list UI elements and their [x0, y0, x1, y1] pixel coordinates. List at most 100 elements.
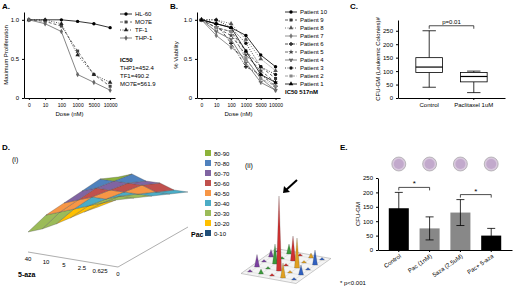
tick-label: Paclitaxel 1uM	[454, 102, 493, 108]
point	[215, 26, 218, 29]
tick-label: 100	[58, 102, 67, 108]
point	[200, 18, 203, 21]
spike	[270, 274, 275, 277]
spike	[266, 267, 271, 270]
point	[214, 30, 218, 34]
legend-marker	[289, 66, 292, 69]
panel: E.050100150200250ControlPac (1nM)5aza (2…	[340, 143, 513, 286]
point	[215, 26, 218, 29]
tick-label: 2.5	[78, 265, 87, 271]
point	[244, 37, 249, 41]
legend-label: Patient 10	[300, 9, 328, 15]
legend-item: Patient 3	[285, 65, 324, 71]
spike	[255, 255, 260, 268]
tick-label: 100	[383, 69, 394, 75]
tick: 150	[383, 55, 398, 61]
arrow	[286, 180, 297, 190]
tick-mark	[376, 236, 378, 237]
panel-label: E.	[340, 143, 348, 152]
error-cap	[487, 228, 495, 229]
spike	[287, 244, 292, 254]
x-axis-title: Dose (nM)	[224, 111, 252, 117]
axis-line	[378, 179, 379, 251]
tick-mark	[276, 98, 277, 100]
legend-item: HL-60	[120, 11, 152, 17]
tick-label: 200	[383, 42, 394, 48]
point	[75, 52, 80, 56]
point	[215, 22, 218, 25]
tick-mark	[396, 85, 398, 86]
point	[274, 65, 277, 68]
annotation: * p<0.001	[340, 280, 367, 286]
tick: 5000	[89, 98, 100, 108]
tick-label: 5000	[256, 102, 267, 108]
tick-mark	[78, 98, 79, 100]
error-cap	[456, 225, 464, 226]
whisker-cap	[423, 87, 436, 88]
tick-mark	[216, 98, 217, 100]
box	[416, 58, 443, 73]
arrow-head	[283, 186, 290, 193]
tick: 1.0	[11, 17, 24, 23]
error-cap	[395, 192, 403, 193]
surface	[28, 174, 188, 232]
legend-label: 20-30	[214, 211, 230, 217]
legend-swatch	[205, 210, 211, 216]
point	[108, 80, 113, 84]
y-axis-title: CFU-GM	[355, 202, 361, 226]
legend-line	[120, 22, 132, 23]
tick-label: 0	[370, 247, 374, 253]
whisker-cap	[467, 71, 480, 72]
tick-label: 0	[116, 271, 120, 277]
legend-label: Patient 2	[300, 73, 324, 79]
panel-label: B.	[170, 2, 178, 11]
legend-item: 10-20	[205, 220, 230, 227]
legend-label: 40-50	[214, 191, 230, 197]
surface-cell	[64, 188, 96, 203]
tick-mark	[396, 71, 398, 72]
tick-label: 0	[16, 95, 20, 101]
tick-mark	[231, 98, 232, 100]
dish	[453, 157, 467, 171]
tick-label: 0	[201, 102, 204, 108]
tick-mark	[376, 250, 378, 251]
series-line	[201, 20, 275, 86]
tick: 10000	[269, 98, 283, 108]
tick-label: 0.5	[184, 56, 193, 62]
spike	[320, 258, 325, 261]
point	[229, 38, 233, 42]
point	[109, 85, 112, 88]
spike	[309, 253, 314, 258]
tick-mark	[94, 98, 95, 100]
tick-label: 1000	[73, 102, 84, 108]
y-axis: 050100150200250	[383, 21, 399, 102]
panel-label: C.	[350, 2, 358, 11]
tick-mark	[22, 98, 24, 99]
plot-area	[27, 17, 113, 93]
axis-line	[25, 98, 116, 99]
dish-inner	[425, 159, 435, 169]
legend-line	[285, 76, 297, 77]
spike	[306, 268, 311, 271]
tick-mark	[110, 98, 111, 100]
point	[274, 77, 277, 80]
legend-marker	[290, 75, 293, 78]
annotation: IC50	[120, 57, 133, 63]
tick-label: Pac (1nM)	[407, 253, 433, 274]
legend-marker	[288, 49, 293, 54]
legend-label: HL-60	[135, 11, 152, 17]
point	[214, 17, 219, 21]
significance-label: *	[474, 187, 477, 196]
y-axis: 00.51.0	[184, 13, 198, 102]
tick-label: 1000	[241, 102, 252, 108]
point	[229, 21, 234, 25]
x-axis-title: Dose (nM)	[55, 111, 83, 117]
tick: Paclitaxel 1uM	[454, 98, 493, 108]
tick-mark	[61, 98, 62, 100]
tick: Control	[383, 250, 402, 269]
legend-marker	[289, 25, 294, 29]
tick: Pac+ 5-aza	[466, 250, 495, 275]
surface-cell	[82, 179, 114, 191]
error-bar	[398, 192, 399, 224]
legend-item: Patient 4	[285, 57, 324, 63]
